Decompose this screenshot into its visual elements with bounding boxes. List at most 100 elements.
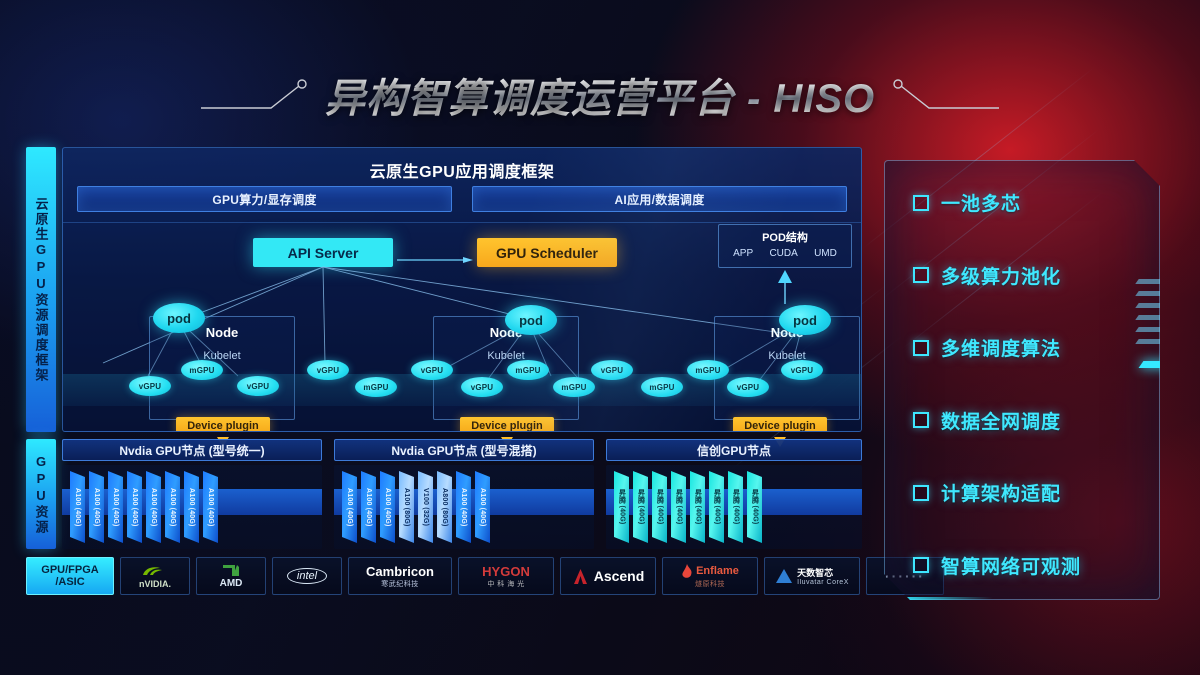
feature-item-5[interactable]: 计算架构适配 [913,479,1145,506]
gpu-group-title: Nvdia GPU节点 (型号混搭) [334,439,594,461]
feature-item-1[interactable]: 一池多芯 [913,189,1145,216]
rail-label-framework: 云原生GPU资源调度框架 [26,147,56,432]
vendor-intel[interactable]: intel [272,557,342,595]
mgpu-ellipse[interactable]: mGPU [553,377,595,397]
checkbox-icon [913,485,929,501]
gpu-card[interactable]: 昇腾 (40G) [709,471,724,543]
gpu-card[interactable]: 昇腾 (40G) [690,471,705,543]
mgpu-ellipse[interactable]: mGPU [507,360,549,380]
gpu-card[interactable]: A100 (80G) [399,471,414,543]
node-label: Node [205,325,239,340]
pod-ellipse-2[interactable]: pod [505,305,557,335]
vendor-more[interactable]: ······ [866,557,944,595]
feature-item-6[interactable]: 智算网络可观测 [913,552,1145,579]
feature-label: 一池多芯 [941,194,1022,215]
cloud-native-framework-box: 云原生GPU应用调度框架 GPU算力/显存调度 AI应用/数据调度 API Se… [62,147,862,432]
vgpu-ellipse-loose[interactable]: vGPU [307,360,349,380]
gpu-card[interactable]: 昇腾 (40G) [728,471,743,543]
gpu-group-nvidia-uniform: Nvdia GPU节点 (型号统一) A100 (40G) A100 (40G)… [62,439,322,549]
gpu-card[interactable]: A100 (40G) [89,471,104,543]
gpu-card[interactable]: A100 (40G) [342,471,357,543]
feature-item-4[interactable]: 数据全网调度 [913,407,1145,434]
device-plugin-1[interactable]: Device plugin [176,417,270,431]
divider-line [63,222,861,223]
vgpu-ellipse[interactable]: vGPU [727,377,769,397]
mgpu-ellipse-loose[interactable]: mGPU [355,377,397,397]
gpu-card[interactable]: A100 (40G) [456,471,471,543]
arrow-api-to-scheduler [397,250,473,263]
iluvatar-icon [775,568,793,584]
enflame-icon [681,563,693,579]
vgpu-ellipse[interactable]: vGPU [411,360,453,380]
gpu-rack: A100 (40G) A100 (40G) A100 (40G) A100 (4… [62,465,322,549]
mgpu-ellipse[interactable]: mGPU [687,360,729,380]
gpu-card[interactable]: A100 (40G) [475,471,490,543]
gpu-card[interactable]: 昇腾 (40G) [633,471,648,543]
gpu-card[interactable]: A800 (80G) [437,471,452,543]
gpu-card[interactable]: A100 (40G) [203,471,218,543]
capability-bar-ai-app[interactable]: AI应用/数据调度 [472,186,847,212]
gpu-group-title: Nvdia GPU节点 (型号统一) [62,439,322,461]
node-box-1: Node Kubelet [149,316,295,420]
panel-bottom-accent [893,597,993,603]
vgpu-ellipse[interactable]: vGPU [461,377,503,397]
vendor-iluvatar[interactable]: 天数智芯 Iluvatar CoreX [764,557,860,595]
vendor-iluvatar-label: 天数智芯 [797,568,834,578]
vendor-label-line1: GPU/FPGA [41,564,99,576]
vgpu-ellipse-loose[interactable]: vGPU [591,360,633,380]
vendor-ascend[interactable]: Ascend [560,557,656,595]
vendor-cambricon-label: Cambricon [366,563,434,579]
gpu-card[interactable]: A100 (40G) [127,471,142,543]
vgpu-ellipse[interactable]: vGPU [237,376,279,396]
gpu-card[interactable]: 昇腾 (40G) [614,471,629,543]
feature-label: 计算架构适配 [941,484,1062,506]
device-plugin-3[interactable]: Device plugin [733,417,827,431]
pod-structure-title: POD结构 [762,232,808,244]
gpu-card[interactable]: A100 (40G) [380,471,395,543]
vendor-nvidia[interactable]: nVIDIA. [120,557,190,595]
vendor-ascend-label: Ascend [593,568,645,584]
arrow-pod-to-structure [776,270,794,309]
vendor-cambricon[interactable]: Cambricon 寒武纪科技 [348,557,452,595]
gpu-card[interactable]: A100 (40G) [146,471,161,543]
capability-bar-gpu-compute[interactable]: GPU算力/显存调度 [77,186,452,212]
gpu-card[interactable]: A100 (40G) [108,471,123,543]
gpu-card[interactable]: V100 (32G) [418,471,433,543]
pod-ellipse-3[interactable]: pod [779,305,831,335]
gpu-scheduler-node[interactable]: GPU Scheduler [477,238,617,267]
device-plugin-2[interactable]: Device plugin [460,417,554,431]
gpu-card[interactable]: 昇腾 (40G) [652,471,667,543]
gpu-card[interactable]: A100 (40G) [184,471,199,543]
pod-struct-item-umd: UMD [814,248,837,259]
pod-ellipse-1[interactable]: pod [153,303,205,333]
vgpu-ellipse[interactable]: vGPU [129,376,171,396]
kubelet-label: Kubelet [487,350,525,362]
vendor-category-label: GPU/FPGA /ASIC [26,557,114,595]
vgpu-ellipse[interactable]: vGPU [781,360,823,380]
gpu-card[interactable]: A100 (40G) [361,471,376,543]
gpu-card[interactable]: 昇腾 (40G) [671,471,686,543]
title-left-decoration [199,78,309,112]
checkbox-icon [913,195,929,211]
nvidia-icon [140,564,170,579]
mgpu-ellipse[interactable]: mGPU [181,360,223,380]
vendor-enflame[interactable]: Enflame 燧原科技 [662,557,758,595]
feature-item-2[interactable]: 多级算力池化 [913,262,1145,289]
feature-item-3[interactable]: 多维调度算法 [913,334,1145,361]
vgpu-ellipse-loose[interactable]: mGPU [641,377,683,397]
vendor-hygon[interactable]: HYGON 中 科 海 光 [458,557,554,595]
vendor-amd[interactable]: AMD [196,557,266,595]
vendor-iluvatar-sub: Iluvatar CoreX [797,579,849,586]
pod-struct-item-app: APP [733,248,754,259]
rail-label-gpu-resource: GPU资源 [26,439,56,549]
gpu-card[interactable]: A100 (40G) [165,471,180,543]
gpu-card[interactable]: 昇腾 (40G) [747,471,762,543]
slide-title-bar: 异构智算调度运营平台 - HISO [0,66,1200,124]
feature-label: 多级算力池化 [941,266,1062,288]
gpu-card[interactable]: A100 (40G) [70,471,85,543]
ascend-icon [572,568,589,585]
gpu-rack: A100 (40G) A100 (40G) A100 (40G) A100 (8… [334,465,594,549]
gpu-group-title: 信创GPU节点 [606,439,862,461]
vendor-logo-row: GPU/FPGA /ASIC nVIDIA. AMD intel Cambric… [26,557,944,595]
api-server-node[interactable]: API Server [253,238,393,267]
